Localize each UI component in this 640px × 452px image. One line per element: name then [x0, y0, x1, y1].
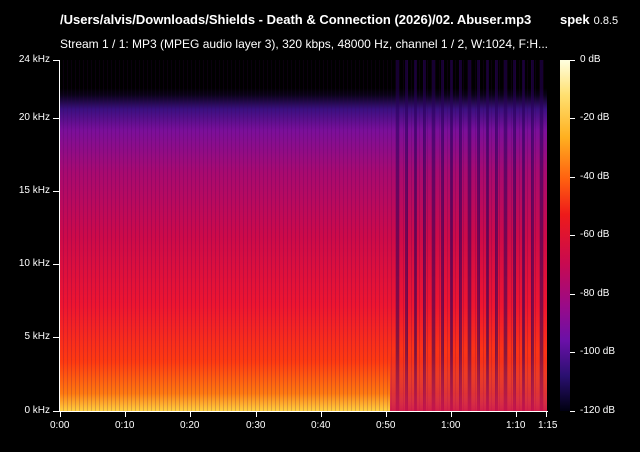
time-tick [60, 412, 61, 417]
freq-tick [53, 411, 59, 412]
y-axis-line [59, 60, 60, 412]
freq-label: 5 kHz [24, 331, 50, 342]
time-label: 0:40 [311, 420, 331, 431]
freq-label: 24 kHz [18, 54, 50, 65]
file-title: /Users/alvis/Downloads/Shields - Death &… [60, 12, 532, 27]
app-name-text: spek [560, 12, 590, 27]
freq-label: 20 kHz [18, 112, 50, 123]
time-tick [516, 412, 517, 417]
x-axis-line [59, 411, 548, 412]
colorbar-label: -120 dB [580, 405, 616, 416]
time-tick [546, 412, 547, 417]
freq-label: 0 kHz [24, 405, 50, 416]
time-label: 1:15 [538, 420, 558, 431]
colorbar-tick [570, 118, 575, 119]
colorbar-tick [570, 60, 575, 61]
freq-tick [53, 264, 59, 265]
spectrogram-plot [60, 60, 547, 411]
time-tick [256, 412, 257, 417]
time-tick [125, 412, 126, 417]
colorbar-label: -40 dB [580, 171, 610, 182]
freq-label: 10 kHz [18, 258, 50, 269]
time-label: 1:10 [506, 420, 526, 431]
time-label: 0:10 [115, 420, 135, 431]
spectrogram-floor-region [390, 351, 547, 411]
time-label: 0:50 [376, 420, 396, 431]
freq-tick [53, 60, 59, 61]
freq-tick [53, 118, 59, 119]
colorbar-label: -80 dB [580, 288, 610, 299]
time-label: 0:30 [246, 420, 266, 431]
colorbar-tick [570, 235, 575, 236]
colorbar-tick [570, 294, 575, 295]
colorbar-tick [570, 352, 575, 353]
colorbar-tick [570, 177, 575, 178]
time-label: 0:00 [50, 420, 70, 431]
stream-info: Stream 1 / 1: MP3 (MPEG audio layer 3), … [60, 37, 549, 51]
colorbar-label: -20 dB [580, 112, 610, 123]
time-tick [451, 412, 452, 417]
freq-tick [53, 191, 59, 192]
freq-tick [53, 337, 59, 338]
colorbar-label: 0 dB [580, 54, 601, 65]
freq-label: 15 kHz [18, 185, 50, 196]
colorbar-tick [570, 411, 575, 412]
time-label: 1:00 [441, 420, 461, 431]
colorbar-label: -100 dB [580, 346, 616, 357]
time-label: 0:20 [180, 420, 200, 431]
time-tick [321, 412, 322, 417]
time-tick [190, 412, 191, 417]
colorbar [560, 60, 570, 411]
time-tick [386, 412, 387, 417]
colorbar-label: -60 dB [580, 229, 610, 240]
app-name: spek 0.8.5 [560, 12, 618, 27]
app-version: 0.8.5 [593, 15, 619, 27]
